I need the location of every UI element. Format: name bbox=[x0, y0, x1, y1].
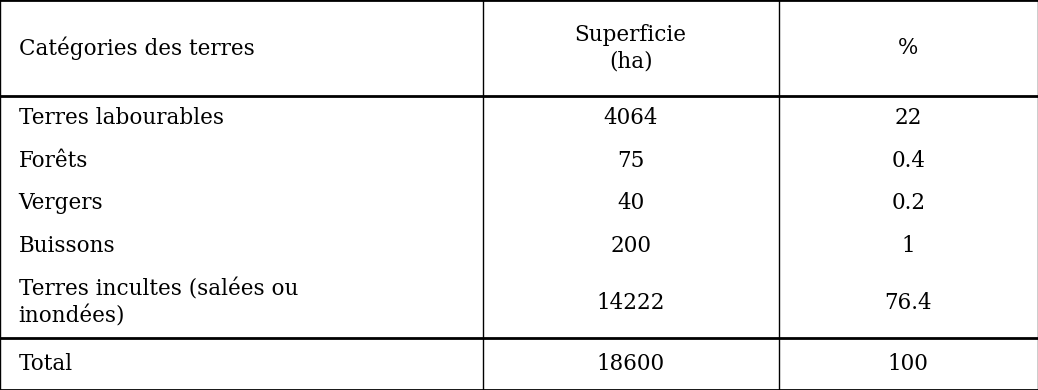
Text: 18600: 18600 bbox=[597, 353, 664, 375]
Text: 4064: 4064 bbox=[603, 107, 658, 129]
Text: 76.4: 76.4 bbox=[884, 292, 932, 314]
Text: 100: 100 bbox=[887, 353, 929, 375]
Text: %: % bbox=[898, 37, 919, 59]
Text: Superficie
(ha): Superficie (ha) bbox=[575, 24, 686, 73]
Text: Vergers: Vergers bbox=[19, 193, 104, 214]
Text: 14222: 14222 bbox=[597, 292, 664, 314]
Text: Forêts: Forêts bbox=[19, 150, 88, 172]
Text: 0.4: 0.4 bbox=[892, 150, 925, 172]
Text: 40: 40 bbox=[617, 193, 645, 214]
Text: Catégories des terres: Catégories des terres bbox=[19, 36, 254, 60]
Text: 22: 22 bbox=[895, 107, 922, 129]
Text: 75: 75 bbox=[617, 150, 645, 172]
Text: 200: 200 bbox=[610, 235, 651, 257]
Text: 0.2: 0.2 bbox=[892, 193, 925, 214]
Text: Buissons: Buissons bbox=[19, 235, 115, 257]
Text: 1: 1 bbox=[901, 235, 916, 257]
Text: Total: Total bbox=[19, 353, 73, 375]
Text: Terres incultes (salées ou
inondées): Terres incultes (salées ou inondées) bbox=[19, 278, 298, 328]
Text: Terres labourables: Terres labourables bbox=[19, 107, 223, 129]
